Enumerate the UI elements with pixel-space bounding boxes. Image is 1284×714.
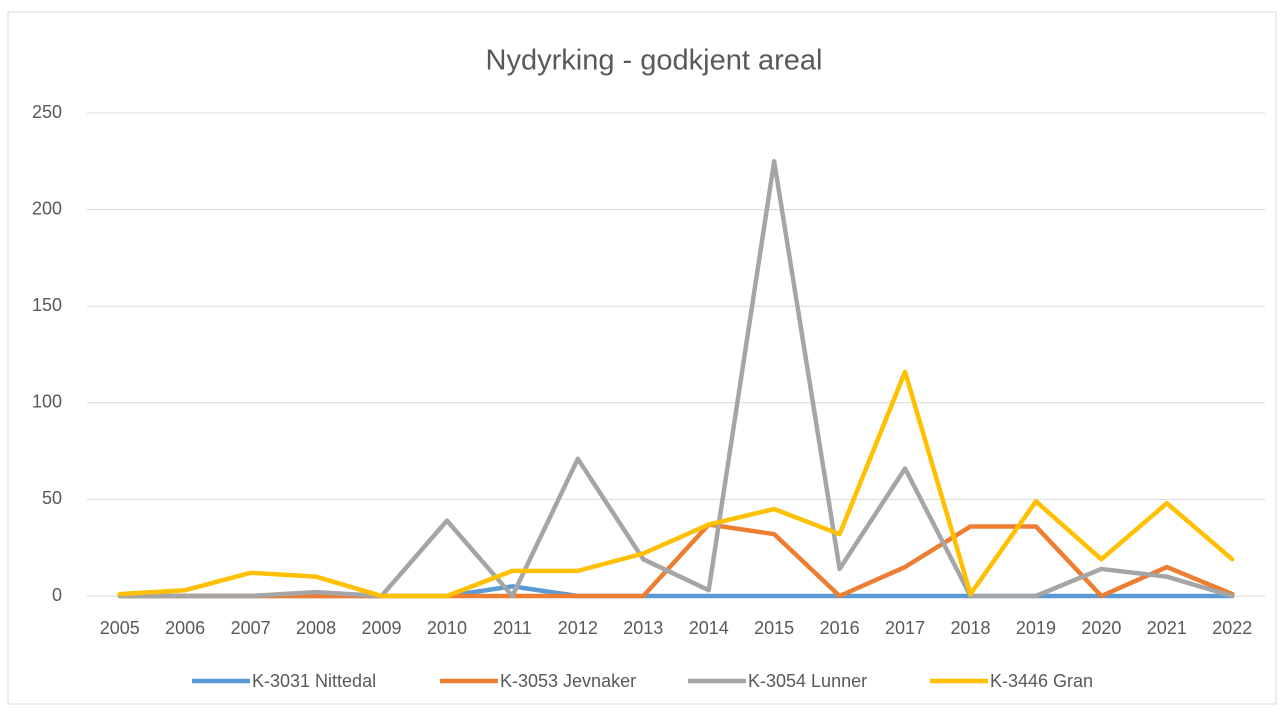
x-tick-label: 2012 xyxy=(558,618,598,638)
x-tick-label: 2018 xyxy=(950,618,990,638)
x-tick-label: 2022 xyxy=(1212,618,1252,638)
legend-label: K-3446 Gran xyxy=(990,671,1093,691)
x-tick-label: 2009 xyxy=(361,618,401,638)
series-line xyxy=(117,369,1235,599)
x-tick-label: 2006 xyxy=(165,618,205,638)
x-tick-label: 2014 xyxy=(689,618,729,638)
legend-label: K-3054 Lunner xyxy=(748,671,867,691)
x-tick-label: 2008 xyxy=(296,618,336,638)
y-tick-label: 150 xyxy=(32,295,62,315)
chart-border xyxy=(7,11,1277,705)
x-tick-label: 2020 xyxy=(1081,618,1121,638)
x-tick-label: 2013 xyxy=(623,618,663,638)
y-tick-label: 50 xyxy=(42,488,62,508)
series-line xyxy=(117,522,1235,599)
x-tick-label: 2011 xyxy=(493,618,532,638)
chart-title: Nydyrking - godkjent areal xyxy=(486,45,823,77)
y-tick-label: 0 xyxy=(52,585,62,605)
x-tick-label: 2021 xyxy=(1147,618,1187,638)
x-tick-label: 2005 xyxy=(100,618,140,638)
y-tick-label: 250 xyxy=(32,102,62,122)
y-tick-label: 100 xyxy=(32,392,62,412)
legend-label: K-3031 Nittedal xyxy=(252,671,376,691)
series-line xyxy=(117,159,1235,599)
x-tick-label: 2016 xyxy=(820,618,860,638)
y-tick-label: 200 xyxy=(32,198,62,218)
legend-label: K-3053 Jevnaker xyxy=(500,671,636,691)
x-tick-label: 2010 xyxy=(427,618,467,638)
x-tick-label: 2007 xyxy=(231,618,271,638)
x-tick-label: 2015 xyxy=(754,618,794,638)
x-tick-label: 2019 xyxy=(1016,618,1056,638)
x-tick-label: 2017 xyxy=(885,618,925,638)
